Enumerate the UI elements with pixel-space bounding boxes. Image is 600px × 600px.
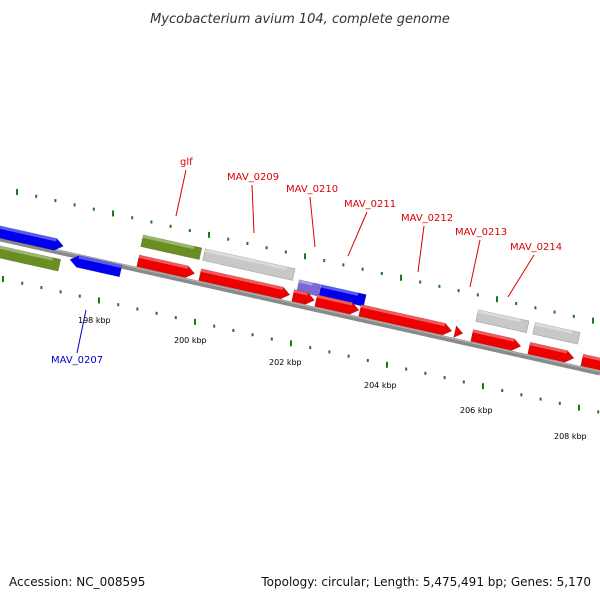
gene-gray-mav-0214 — [532, 322, 581, 345]
cds-red-glf-body — [136, 254, 196, 278]
cds-red-right-highlight — [582, 354, 600, 365]
gene-olive-glf-highlight — [142, 234, 195, 250]
cds-red-mav-0210-body — [291, 289, 315, 305]
cds-red-glf — [136, 254, 196, 278]
leader-mav-0207 — [76, 309, 87, 354]
cds-red-small-body — [453, 325, 464, 338]
scale-label-202-kbp: 202 kbp — [269, 358, 302, 367]
gene-label-mav-0211[interactable]: MAV_0211 — [344, 199, 396, 210]
inner-tick-row — [2, 276, 600, 414]
gene-gray-mav-0209-highlight — [204, 248, 288, 270]
cds-red-mav-0210 — [291, 289, 315, 305]
cds-red-glf-highlight — [138, 254, 189, 269]
label-leader-lines — [76, 169, 535, 354]
cds-blue-mav-0211-highlight — [320, 284, 359, 296]
cds-red-mav-0213-highlight — [472, 329, 515, 342]
scale-label-198-kbp: 198 kbp — [78, 316, 111, 325]
gene-olive-left-body — [0, 244, 62, 272]
cds-red-right-body — [580, 353, 600, 374]
genome-summary-text: Topology: circular; Length: 5,475,491 bp… — [260, 575, 591, 589]
gene-olive-left-highlight — [0, 245, 53, 261]
feature-track — [0, 224, 600, 374]
gene-gray-mav-0209 — [202, 248, 296, 281]
gene-label-glf[interactable]: glf — [180, 157, 193, 168]
genome-backbone-shade — [0, 237, 600, 372]
cds-red-mav-0214-body — [527, 341, 575, 363]
outer-tick-row — [16, 189, 594, 324]
leader-mav-0212 — [417, 225, 425, 273]
cds-red-mav-0209-highlight — [200, 268, 284, 291]
cds-red-right — [580, 353, 600, 374]
gene-olive-glf — [140, 234, 203, 261]
gene-olive-glf-body — [140, 234, 203, 261]
scale-label-200-kbp: 200 kbp — [174, 336, 207, 345]
cds-red-mav-0209-body — [198, 268, 291, 300]
cds-red-mav-0212 — [358, 304, 453, 336]
scale-label-206-kbp: 206 kbp — [460, 406, 493, 415]
cds-red-mav-0211-highlight — [316, 294, 353, 306]
leader-mav-0214 — [507, 254, 535, 298]
leader-glf — [175, 169, 187, 217]
accession-text: Accession: NC_008595 — [9, 575, 145, 589]
gene-gray-mav-0213 — [475, 309, 530, 334]
cds-blue-left — [0, 224, 64, 251]
cds-blue-left-highlight — [0, 225, 57, 242]
gene-gray-mav-0214-body — [532, 322, 581, 345]
gene-label-mav-0213[interactable]: MAV_0213 — [455, 227, 507, 238]
cds-red-mav-0214-highlight — [529, 342, 568, 354]
leader-mav-0213 — [469, 239, 481, 288]
gene-label-mav-0214[interactable]: MAV_0214 — [510, 242, 562, 253]
cds-red-small — [453, 325, 464, 338]
cds-red-mav-0213-body — [470, 329, 522, 351]
gene-gray-mav-0213-body — [475, 309, 530, 334]
gene-label-mav-0207[interactable]: MAV_0207 — [51, 355, 103, 366]
scale-label-208-kbp: 208 kbp — [554, 432, 587, 441]
cds-red-mav-0214 — [527, 341, 575, 363]
cds-red-mav-0212-highlight — [360, 304, 446, 327]
cds-blue-mav-0207 — [69, 255, 123, 278]
gene-gray-mav-0213-highlight — [477, 309, 522, 323]
gene-label-mav-0210[interactable]: MAV_0210 — [286, 184, 338, 195]
cds-red-mav-0213 — [470, 329, 522, 351]
gene-label-mav-0209[interactable]: MAV_0209 — [227, 172, 279, 183]
cds-red-mav-0209 — [198, 268, 291, 300]
gene-gray-mav-0214-highlight — [534, 322, 573, 334]
map-title: Mycobacterium avium 104, complete genome — [150, 12, 450, 27]
gene-olive-left — [0, 244, 62, 272]
gene-purple-mav-0210-highlight — [298, 279, 313, 286]
leader-mav-0209 — [251, 184, 255, 234]
gene-label-mav-0212[interactable]: MAV_0212 — [401, 213, 453, 224]
cds-blue-left-body — [0, 224, 64, 251]
cds-blue-mav-0207-body — [69, 255, 123, 278]
cds-red-mav-0210-highlight — [293, 289, 308, 296]
leader-mav-0211 — [347, 211, 368, 257]
cds-red-mav-0211 — [314, 294, 360, 315]
scale-label-204-kbp: 204 kbp — [364, 381, 397, 390]
cds-red-mav-0211-body — [314, 294, 360, 315]
gene-gray-mav-0209-body — [202, 248, 296, 281]
cds-red-mav-0212-body — [358, 304, 453, 336]
cds-blue-mav-0207-highlight — [78, 255, 123, 269]
leader-mav-0210 — [309, 196, 316, 248]
